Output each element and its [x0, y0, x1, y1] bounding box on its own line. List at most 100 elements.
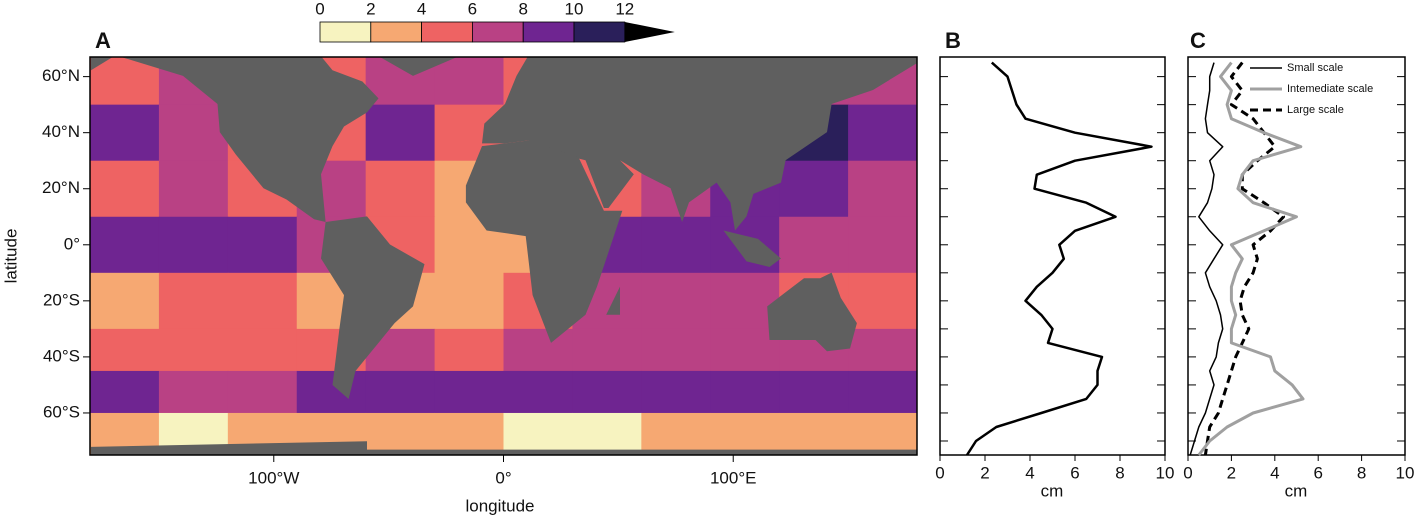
field-cell	[710, 412, 780, 455]
field-cell	[503, 412, 573, 455]
field-cell	[158, 216, 229, 274]
field-cell	[779, 216, 849, 274]
x-tick-label: 10	[1396, 463, 1415, 482]
y-tick-label: 60°S	[43, 402, 80, 421]
profile-line	[1197, 61, 1305, 456]
x-tick-label: 2	[980, 463, 989, 482]
field-cell	[90, 272, 160, 330]
field-cell	[90, 104, 160, 162]
panel-label: A	[95, 28, 111, 53]
field-cell	[641, 412, 711, 455]
field-cell	[158, 272, 229, 330]
land	[91, 57, 917, 455]
field-cell	[365, 104, 436, 162]
field-cell	[434, 328, 504, 372]
legend-label: Large scale	[1287, 104, 1344, 116]
field-cell	[848, 160, 917, 218]
field-cell	[158, 160, 229, 218]
profile-line	[1189, 62, 1224, 456]
colorbar-bin	[370, 21, 422, 43]
y-tick-label: 20°N	[42, 178, 80, 197]
panel-c-frame	[1187, 56, 1406, 456]
x-tick-label: 6	[1313, 463, 1322, 482]
field-cell	[848, 216, 917, 274]
field-cell	[90, 370, 160, 414]
field-cell	[779, 412, 849, 455]
field-cell	[365, 160, 436, 218]
field-cell	[848, 272, 917, 330]
x-tick-label: 4	[1025, 463, 1034, 482]
field-cell	[848, 328, 917, 372]
colorbar-tick-label: 10	[565, 0, 584, 18]
field-cell	[227, 216, 298, 274]
field-cell	[296, 370, 367, 414]
x-tick-label: 100°E	[710, 468, 757, 487]
colorbar-bin	[421, 21, 473, 43]
field-cell	[848, 104, 917, 162]
colorbar-tick-label: 6	[468, 0, 477, 18]
profile-line	[965, 61, 1153, 456]
colorbar-tick-label: 8	[518, 0, 527, 18]
colorbar-bin	[319, 21, 372, 43]
field-cell	[434, 370, 504, 414]
y-tick-label: 0°	[64, 234, 80, 253]
x-axis-title: longitude	[465, 496, 534, 515]
x-tick-label: 100°W	[248, 468, 299, 487]
colorbar-bin	[573, 21, 626, 43]
colorbar-tick-label: 2	[366, 0, 375, 18]
x-tick-label: 0°	[495, 468, 511, 487]
field-cell	[503, 328, 573, 372]
field-cell	[710, 272, 780, 330]
x-tick-label: 2	[1227, 463, 1236, 482]
legend-label: Intemediate scale	[1287, 83, 1373, 95]
field-cell	[641, 272, 711, 330]
field-cell	[434, 272, 504, 330]
profile-line	[1203, 61, 1285, 456]
y-tick-label: 40°N	[42, 122, 80, 141]
field-cell	[365, 412, 436, 455]
field-cell	[365, 370, 436, 414]
field-cell	[90, 328, 160, 372]
y-tick-label: 40°S	[43, 346, 80, 365]
x-tick-label: 8	[1357, 463, 1366, 482]
field-cell	[710, 370, 780, 414]
field-cell	[779, 370, 849, 414]
field-cell	[572, 370, 642, 414]
field-cell	[158, 104, 229, 162]
colorbar-tick-label: 4	[417, 0, 426, 18]
x-tick-label: 0	[1183, 463, 1192, 482]
colorbar-extend	[624, 22, 675, 42]
field-cell	[710, 328, 780, 372]
field-cell	[434, 57, 504, 106]
x-tick-label: 4	[1270, 463, 1279, 482]
colorbar-tick-label: 12	[615, 0, 634, 18]
field-cell	[158, 328, 229, 372]
y-axis-title: latitude	[1, 229, 20, 284]
y-tick-label: 20°S	[43, 290, 80, 309]
field-cell	[641, 370, 711, 414]
y-tick-label: 60°N	[42, 66, 80, 85]
x-axis-title: cm	[1285, 481, 1308, 500]
field-cell	[848, 412, 917, 455]
colorbar-bin	[522, 21, 575, 43]
panel-label: B	[945, 28, 961, 53]
colorbar-bin	[471, 21, 524, 43]
x-tick-label: 6	[1070, 463, 1079, 482]
panel-label: C	[1190, 28, 1206, 53]
field-cell	[848, 370, 917, 414]
legend-label: Small scale	[1287, 62, 1343, 74]
field-cell	[90, 216, 160, 274]
field-cell	[641, 328, 711, 372]
x-tick-label: 10	[1156, 463, 1175, 482]
colorbar-tick-label: 0	[315, 0, 324, 18]
x-tick-label: 0	[935, 463, 944, 482]
x-axis-title: cm	[1041, 481, 1064, 500]
field-cell	[227, 272, 298, 330]
field-cell	[227, 370, 298, 414]
field-cell	[434, 412, 504, 455]
field-cell	[503, 370, 573, 414]
field-cell	[158, 370, 229, 414]
field-cell	[227, 328, 298, 372]
field-cell	[641, 216, 711, 274]
